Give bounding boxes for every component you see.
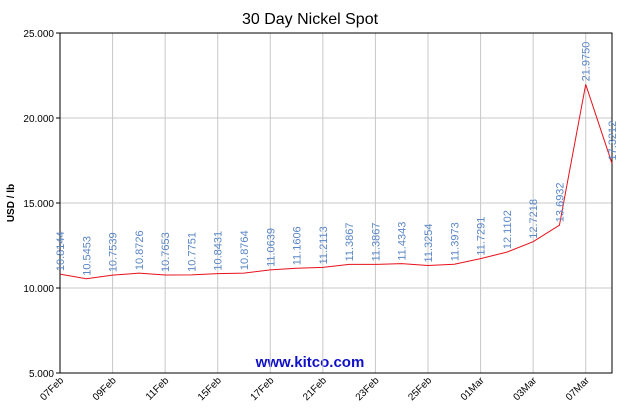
data-label: 12.7218 (528, 199, 540, 239)
x-tick-label: 03Mar (511, 375, 539, 403)
data-label: 11.3867 (344, 222, 356, 261)
data-label: 11.4343 (397, 222, 409, 261)
y-tick-label: 20.000 (23, 114, 54, 125)
x-tick-label: 21Feb (301, 375, 329, 403)
y-tick-label: 25.000 (23, 29, 54, 40)
y-tick-label: 15.000 (23, 199, 54, 210)
data-label: 21.9750 (581, 42, 593, 82)
data-label: 11.7291 (476, 217, 488, 256)
y-tick-label: 10.000 (23, 284, 54, 295)
x-tick-label: 25Feb (406, 375, 434, 403)
data-label: 11.3973 (449, 222, 461, 261)
data-label: 10.5453 (81, 236, 93, 276)
x-tick-label: 07Mar (564, 375, 592, 403)
data-label: 10.7653 (160, 232, 172, 272)
data-label: 10.7539 (108, 232, 120, 272)
chart-title: 30 Day Nickel Spot (242, 11, 379, 28)
y-tick-label: 5.000 (29, 369, 54, 380)
y-axis-title: USD / lb (6, 184, 17, 222)
data-label: 12.1102 (502, 210, 514, 249)
data-label: 10.8764 (239, 230, 251, 270)
data-label: 10.7751 (186, 232, 198, 272)
data-label: 11.0639 (265, 228, 277, 267)
data-label: 11.1606 (292, 226, 304, 265)
x-tick-label: 09Feb (91, 375, 119, 403)
x-tick-label: 01Mar (459, 375, 487, 403)
plot-frame (59, 32, 613, 374)
data-label: 13.6932 (554, 182, 566, 222)
watermark: www.kitco.com (255, 354, 365, 371)
x-tick-label: 11Feb (144, 375, 172, 403)
x-tick-label: 23Feb (354, 375, 382, 403)
x-tick-label: 17Feb (249, 375, 277, 403)
data-label: 17.3212 (607, 121, 619, 161)
data-label: 10.8726 (134, 230, 146, 270)
data-label: 11.2113 (318, 226, 330, 264)
data-label: 10.8144 (55, 231, 67, 271)
data-label: 10.8431 (213, 231, 225, 271)
data-label: 11.3867 (370, 222, 382, 261)
x-tick-label: 15Feb (196, 375, 224, 403)
data-label: 11.3254 (423, 224, 435, 263)
line (59, 84, 613, 280)
